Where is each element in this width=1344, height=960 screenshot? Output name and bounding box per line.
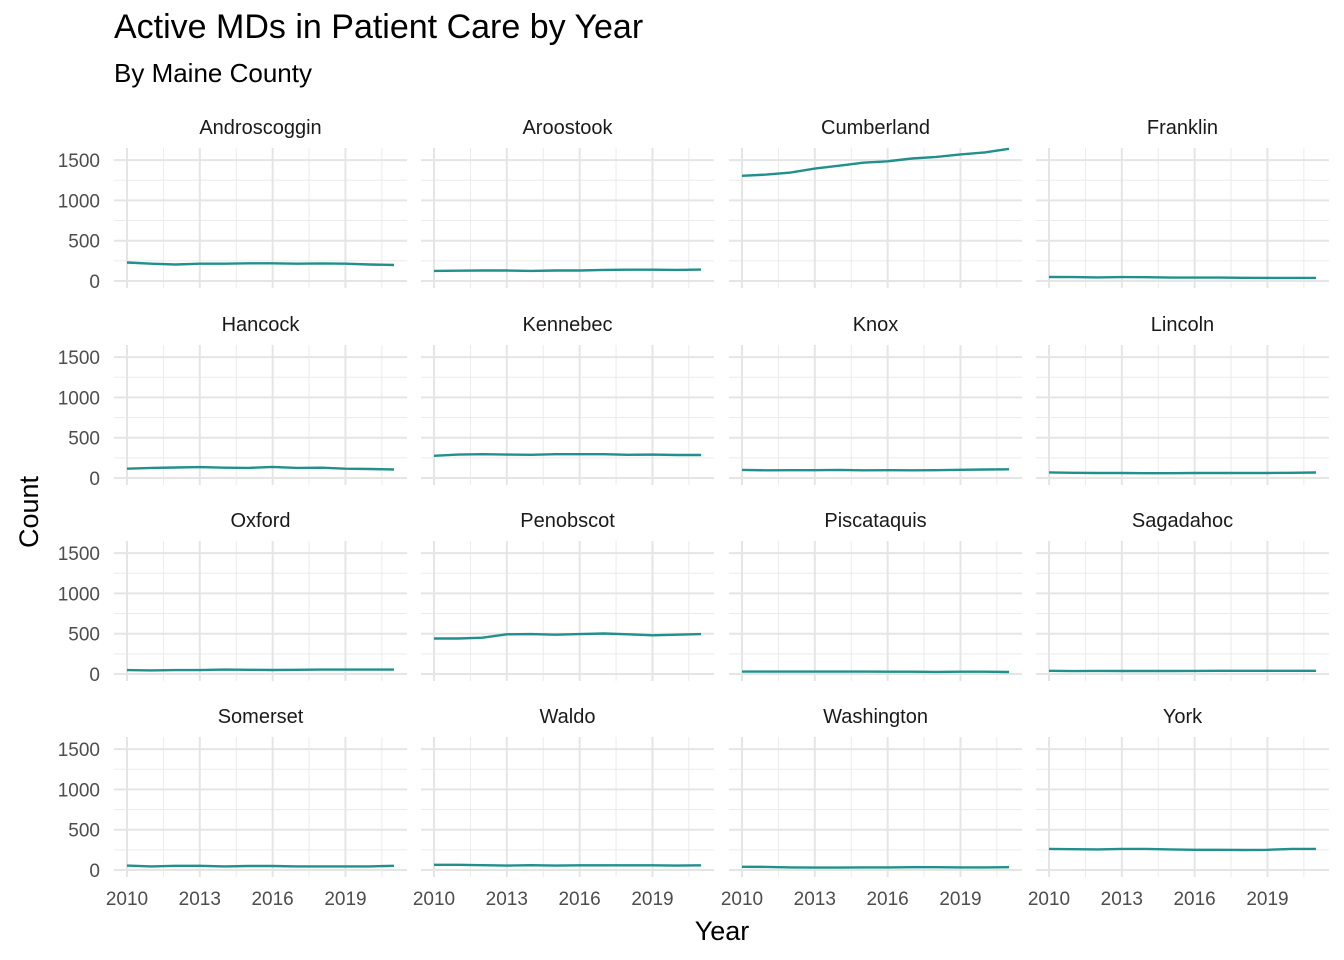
facet-label: Knox bbox=[853, 314, 899, 336]
facet-panel: Lincoln bbox=[1036, 314, 1329, 485]
facet-label: Sagadahoc bbox=[1132, 510, 1233, 532]
facet-panel: Penobscot bbox=[421, 510, 714, 681]
series-line-waldo bbox=[434, 863, 702, 867]
x-tick-label: 2019 bbox=[324, 889, 366, 910]
series-line-hancock bbox=[126, 465, 395, 471]
facet-label: Piscataquis bbox=[824, 510, 926, 532]
x-tick-label: 2013 bbox=[486, 889, 528, 910]
series-line-aroostook bbox=[433, 268, 702, 273]
facet-label: Penobscot bbox=[520, 510, 615, 532]
y-tick-label: 1500 bbox=[58, 348, 100, 369]
series-line-knox bbox=[741, 468, 1010, 472]
y-tick-label: 500 bbox=[68, 625, 100, 646]
facet-label: Franklin bbox=[1147, 117, 1218, 139]
y-tick-label: 1000 bbox=[58, 584, 100, 605]
facet-panel: Oxford 0 500 1000 1500 bbox=[58, 510, 407, 686]
y-axis-title: Count bbox=[14, 475, 44, 548]
y-tick-label: 1500 bbox=[58, 544, 100, 565]
series-line-york bbox=[1048, 847, 1316, 852]
facet-panel: Hancock 0 500 1000 1500 bbox=[58, 314, 407, 490]
x-tick-label: 2013 bbox=[794, 889, 836, 910]
facet-panel: Franklin bbox=[1036, 117, 1329, 288]
x-tick-label: 2019 bbox=[631, 889, 673, 910]
facet-panel: Aroostook bbox=[421, 117, 714, 288]
facet-label: Kennebec bbox=[522, 314, 612, 336]
y-tick-label: 1000 bbox=[58, 388, 100, 409]
facet-label: Somerset bbox=[218, 706, 304, 728]
y-tick-label: 0 bbox=[89, 272, 100, 293]
series-line-androscoggin bbox=[126, 261, 395, 267]
x-tick-label: 2010 bbox=[721, 889, 763, 910]
facet-panel: Androscoggin 0 500 1000 1500 bbox=[58, 117, 407, 293]
facet-panels: Androscoggin 0 500 1000 1500 Aroostook Cumberl… bbox=[58, 117, 1329, 910]
facet-panel: Piscataquis bbox=[729, 510, 1022, 681]
x-tick-label: 2016 bbox=[251, 889, 293, 910]
facet-panel: Waldo 2010 2013 2016 2019 bbox=[413, 706, 714, 910]
facet-label: York bbox=[1163, 706, 1203, 728]
x-tick-label: 2010 bbox=[1028, 889, 1070, 910]
y-tick-label: 1500 bbox=[58, 740, 100, 761]
x-axis-title: Year bbox=[695, 916, 750, 946]
x-tick-label: 2019 bbox=[1246, 889, 1288, 910]
facet-panel: Kennebec bbox=[421, 314, 714, 485]
facet-label: Hancock bbox=[222, 314, 301, 336]
series-line-somerset bbox=[126, 864, 395, 868]
x-tick-label: 2010 bbox=[413, 889, 455, 910]
facet-label: Lincoln bbox=[1151, 314, 1214, 336]
facet-label: Waldo bbox=[540, 706, 596, 728]
facet-label: Oxford bbox=[230, 510, 290, 532]
x-tick-label: 2016 bbox=[1173, 889, 1215, 910]
series-line-lincoln bbox=[1048, 471, 1317, 475]
x-tick-label: 2016 bbox=[866, 889, 908, 910]
y-tick-label: 500 bbox=[68, 429, 100, 450]
x-tick-label: 2010 bbox=[106, 889, 148, 910]
series-line-cumberland bbox=[741, 147, 1010, 177]
facet-panel: Knox bbox=[729, 314, 1022, 485]
series-line-kennebec bbox=[433, 453, 701, 457]
y-tick-label: 0 bbox=[89, 861, 100, 882]
y-tick-label: 0 bbox=[89, 469, 100, 490]
chart-title: Active MDs in Patient Care by Year bbox=[114, 8, 644, 46]
y-tick-label: 0 bbox=[89, 665, 100, 686]
facet-panel: Sagadahoc bbox=[1036, 510, 1329, 681]
facet-panel: Somerset 0 500 1000 1500 2010 2013 2016 2019 bbox=[58, 706, 407, 910]
x-tick-label: 2016 bbox=[558, 889, 600, 910]
x-tick-label: 2013 bbox=[179, 889, 221, 910]
y-tick-label: 500 bbox=[68, 821, 100, 842]
series-line-oxford bbox=[126, 668, 394, 672]
y-tick-label: 1500 bbox=[58, 151, 100, 172]
facet-label: Cumberland bbox=[821, 117, 930, 139]
y-tick-label: 1000 bbox=[58, 191, 100, 212]
series-line-penobscot bbox=[434, 632, 702, 640]
x-tick-label: 2019 bbox=[939, 889, 981, 910]
facet-label: Androscoggin bbox=[199, 117, 321, 139]
series-line-washington bbox=[741, 865, 1010, 869]
x-tick-label: 2013 bbox=[1101, 889, 1143, 910]
facet-label: Washington bbox=[823, 706, 928, 728]
facet-panel: Washington 2010 2013 2016 2019 bbox=[721, 706, 1022, 910]
facet-panel: York 2010 2013 2016 2019 bbox=[1028, 706, 1329, 910]
y-tick-label: 500 bbox=[68, 232, 100, 253]
facet-label: Aroostook bbox=[522, 117, 613, 139]
facet-panel: Cumberland bbox=[729, 117, 1022, 288]
y-tick-label: 1000 bbox=[58, 780, 100, 801]
chart-subtitle: By Maine County bbox=[114, 58, 312, 88]
series-line-franklin bbox=[1048, 275, 1316, 280]
